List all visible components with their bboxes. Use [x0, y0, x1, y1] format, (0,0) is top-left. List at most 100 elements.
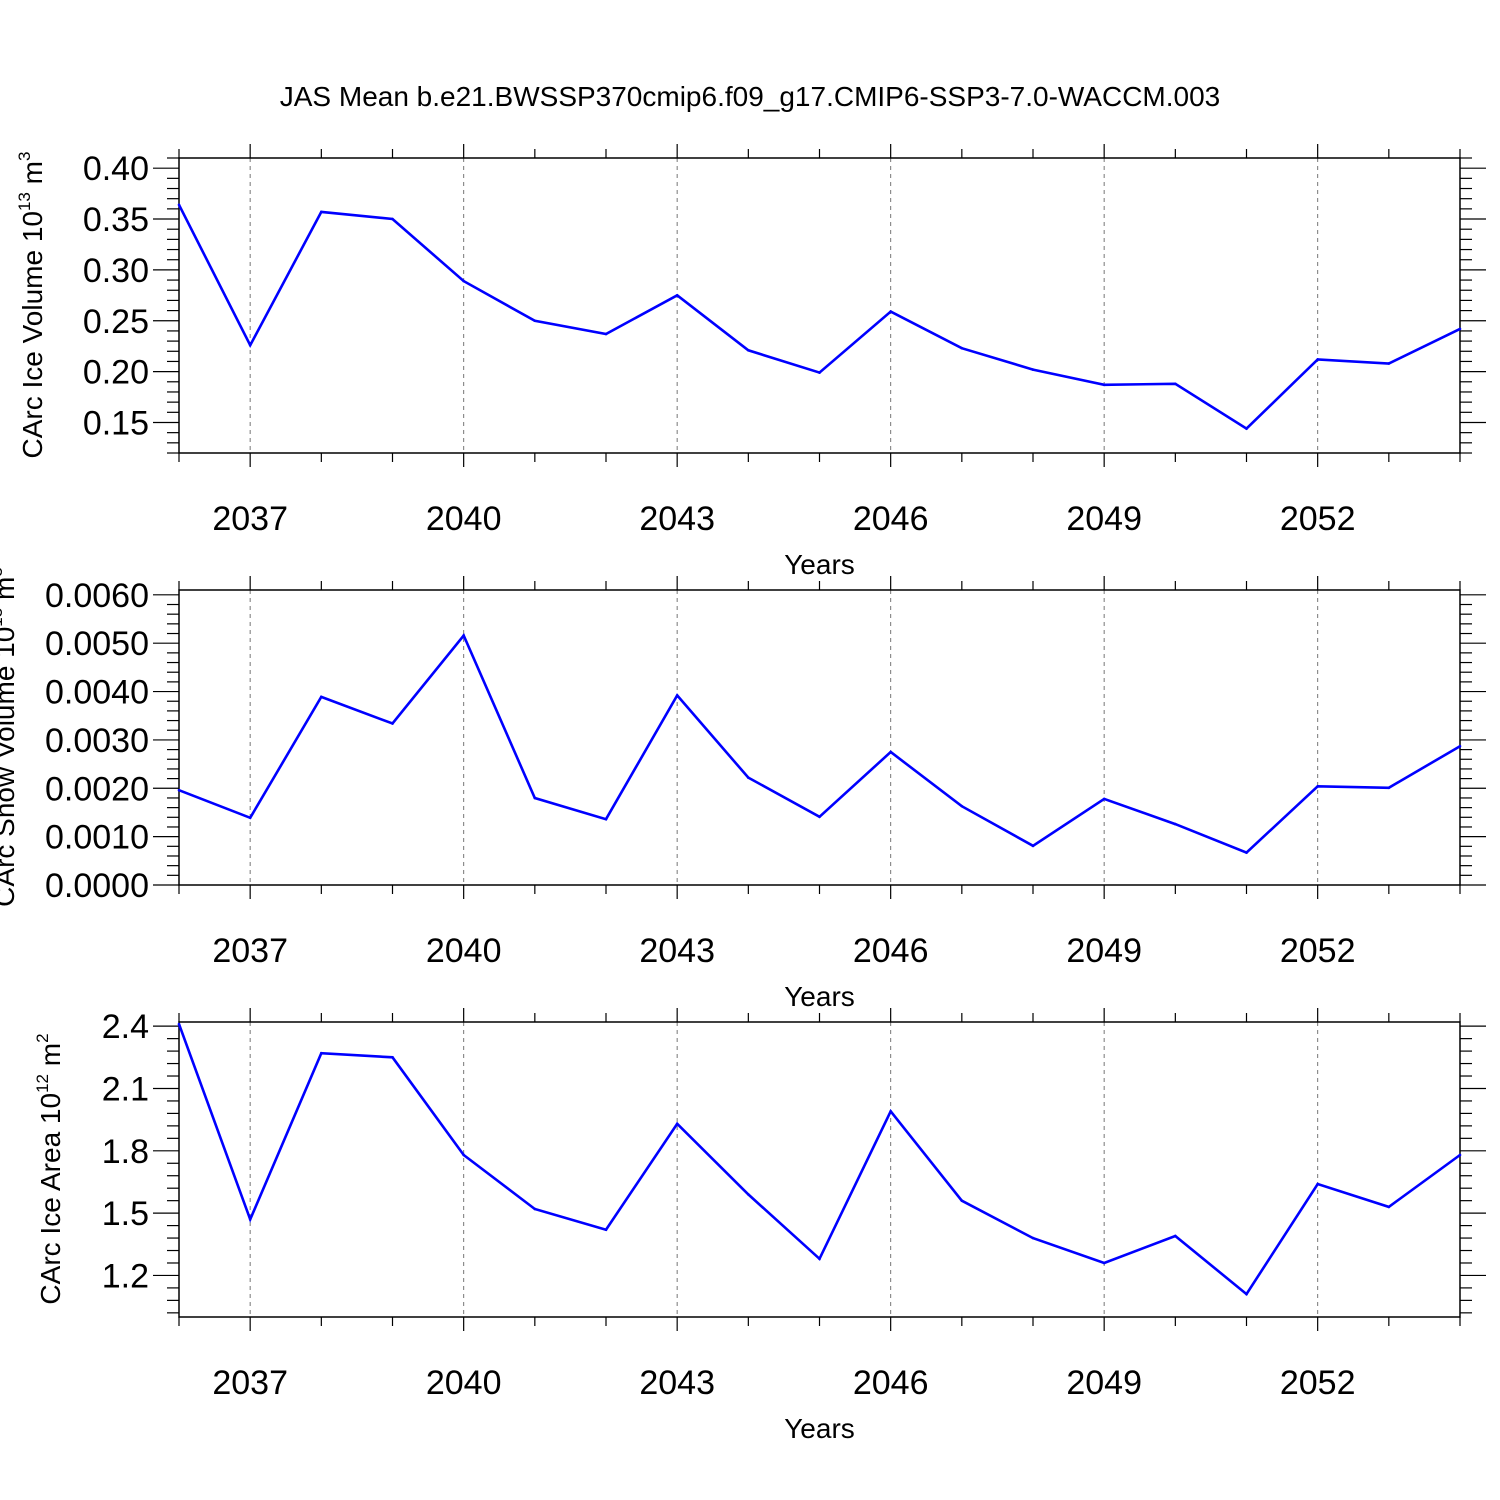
data-point — [1316, 785, 1319, 788]
x-tick-label: 2043 — [639, 500, 715, 538]
x-tick-label: 2040 — [426, 932, 502, 970]
data-point — [1387, 786, 1391, 790]
x-tick-label: 2037 — [212, 1364, 288, 1402]
data-point — [1245, 851, 1248, 854]
y-axis-label: CArc Snow Volume 1013 m3 — [0, 567, 20, 907]
data-point — [960, 1199, 964, 1202]
x-tick-label: 2040 — [426, 1364, 502, 1402]
data-point — [818, 815, 821, 819]
data-point — [391, 217, 394, 221]
data-point — [533, 319, 537, 323]
data-point — [320, 1051, 323, 1055]
x-tick-label: 2049 — [1066, 1364, 1142, 1402]
data-point — [747, 776, 750, 779]
data-point — [675, 694, 679, 697]
data-point — [1031, 1236, 1035, 1240]
data-point — [818, 1257, 821, 1261]
x-tick-label: 2052 — [1280, 1364, 1356, 1402]
x-tick-label: 2037 — [212, 500, 288, 538]
panel-3: 1.2 1.5 1.8 2.1 2.4 2037 2040 2043 2046 2049 2052 Y… — [33, 1008, 1486, 1444]
data-point — [1245, 427, 1248, 430]
panel-2: 0.0000 0.0010 0.0020 0.0030 0.0040 0.0050 0.00… — [0, 567, 1486, 1012]
data-point — [177, 1022, 181, 1026]
y-tick-label: 0.0030 — [45, 722, 149, 760]
data-point — [248, 816, 252, 820]
y-tick-label: 0.0020 — [45, 770, 149, 808]
data-point — [747, 1193, 750, 1196]
x-tick-label: 2049 — [1066, 500, 1142, 538]
data-point — [533, 1207, 537, 1211]
y-tick-label: 0.25 — [83, 303, 149, 341]
x-tick-label: 2049 — [1066, 932, 1142, 970]
plot-frame — [178, 589, 1461, 886]
series-line — [178, 633, 1461, 855]
y-tick-label: 0.40 — [83, 150, 149, 188]
plot-frame — [178, 1021, 1461, 1318]
data-point — [1031, 844, 1035, 848]
figure-title: JAS Mean b.e21.BWSSP370cmip6.f09_g17.CMI… — [280, 81, 1221, 112]
data-point — [177, 203, 181, 207]
data-point — [1387, 362, 1391, 365]
y-tick-label: 1.8 — [102, 1133, 149, 1171]
x-tick-label: 2052 — [1280, 932, 1356, 970]
x-tick-label: 2040 — [426, 500, 502, 538]
data-point — [747, 348, 750, 352]
data-point — [960, 804, 964, 808]
y-tick-label: 1.5 — [102, 1195, 149, 1233]
data-point — [320, 695, 323, 699]
x-tick-label: 2046 — [853, 500, 929, 538]
data-point — [248, 343, 252, 347]
x-axis-label: Years — [784, 549, 855, 580]
data-point — [462, 279, 465, 283]
x-tick-label: 2043 — [639, 932, 715, 970]
data-point — [889, 1110, 892, 1113]
data-point — [1316, 358, 1319, 361]
y-tick-label: 0.0040 — [45, 674, 149, 712]
y-tick-label: 0.35 — [83, 201, 149, 239]
data-point — [1458, 1153, 1462, 1157]
data-point — [1458, 744, 1462, 748]
data-point — [604, 332, 608, 336]
data-point — [1102, 383, 1106, 387]
y-tick-label: 0.20 — [83, 354, 149, 392]
y-axis-label: CArc Ice Volume 1013 m3 — [15, 152, 48, 459]
plot-frame — [178, 157, 1461, 454]
data-point — [1387, 1205, 1391, 1209]
data-point — [1102, 1261, 1106, 1265]
y-tick-label: 1.2 — [102, 1257, 149, 1295]
data-point — [1031, 368, 1035, 371]
data-point — [889, 310, 892, 313]
data-point — [1458, 327, 1462, 331]
y-tick-label: 0.0060 — [45, 577, 149, 615]
data-point — [533, 796, 537, 800]
series-line — [177, 1023, 1461, 1297]
data-point — [604, 817, 608, 821]
x-axis-label: Years — [784, 1413, 855, 1444]
data-point — [320, 210, 323, 214]
data-point — [675, 294, 679, 297]
data-point — [391, 722, 394, 725]
data-point — [604, 1228, 608, 1232]
data-point — [960, 346, 964, 350]
data-point — [1174, 822, 1177, 826]
y-tick-label: 0.0050 — [45, 625, 149, 663]
data-point — [1316, 1182, 1319, 1186]
y-tick-label: 0.15 — [83, 404, 149, 442]
x-axis-label: Years — [784, 981, 855, 1012]
data-point — [177, 788, 181, 792]
series-line — [177, 204, 1461, 431]
data-point — [1102, 797, 1106, 801]
data-point — [818, 371, 821, 374]
panels: 0.15 0.20 0.25 0.30 0.35 0.40 2037 2040 2043 2046… — [0, 144, 1486, 1444]
x-tick-label: 2043 — [639, 1364, 715, 1402]
y-tick-label: 0.30 — [83, 252, 149, 290]
y-tick-label: 2.1 — [102, 1070, 149, 1108]
y-tick-label: 0.0010 — [45, 819, 149, 857]
data-point — [391, 1056, 394, 1059]
data-point — [889, 750, 892, 754]
x-tick-label: 2046 — [853, 1364, 929, 1402]
data-point — [462, 634, 465, 637]
data-point — [675, 1122, 679, 1126]
data-point — [1174, 382, 1177, 386]
